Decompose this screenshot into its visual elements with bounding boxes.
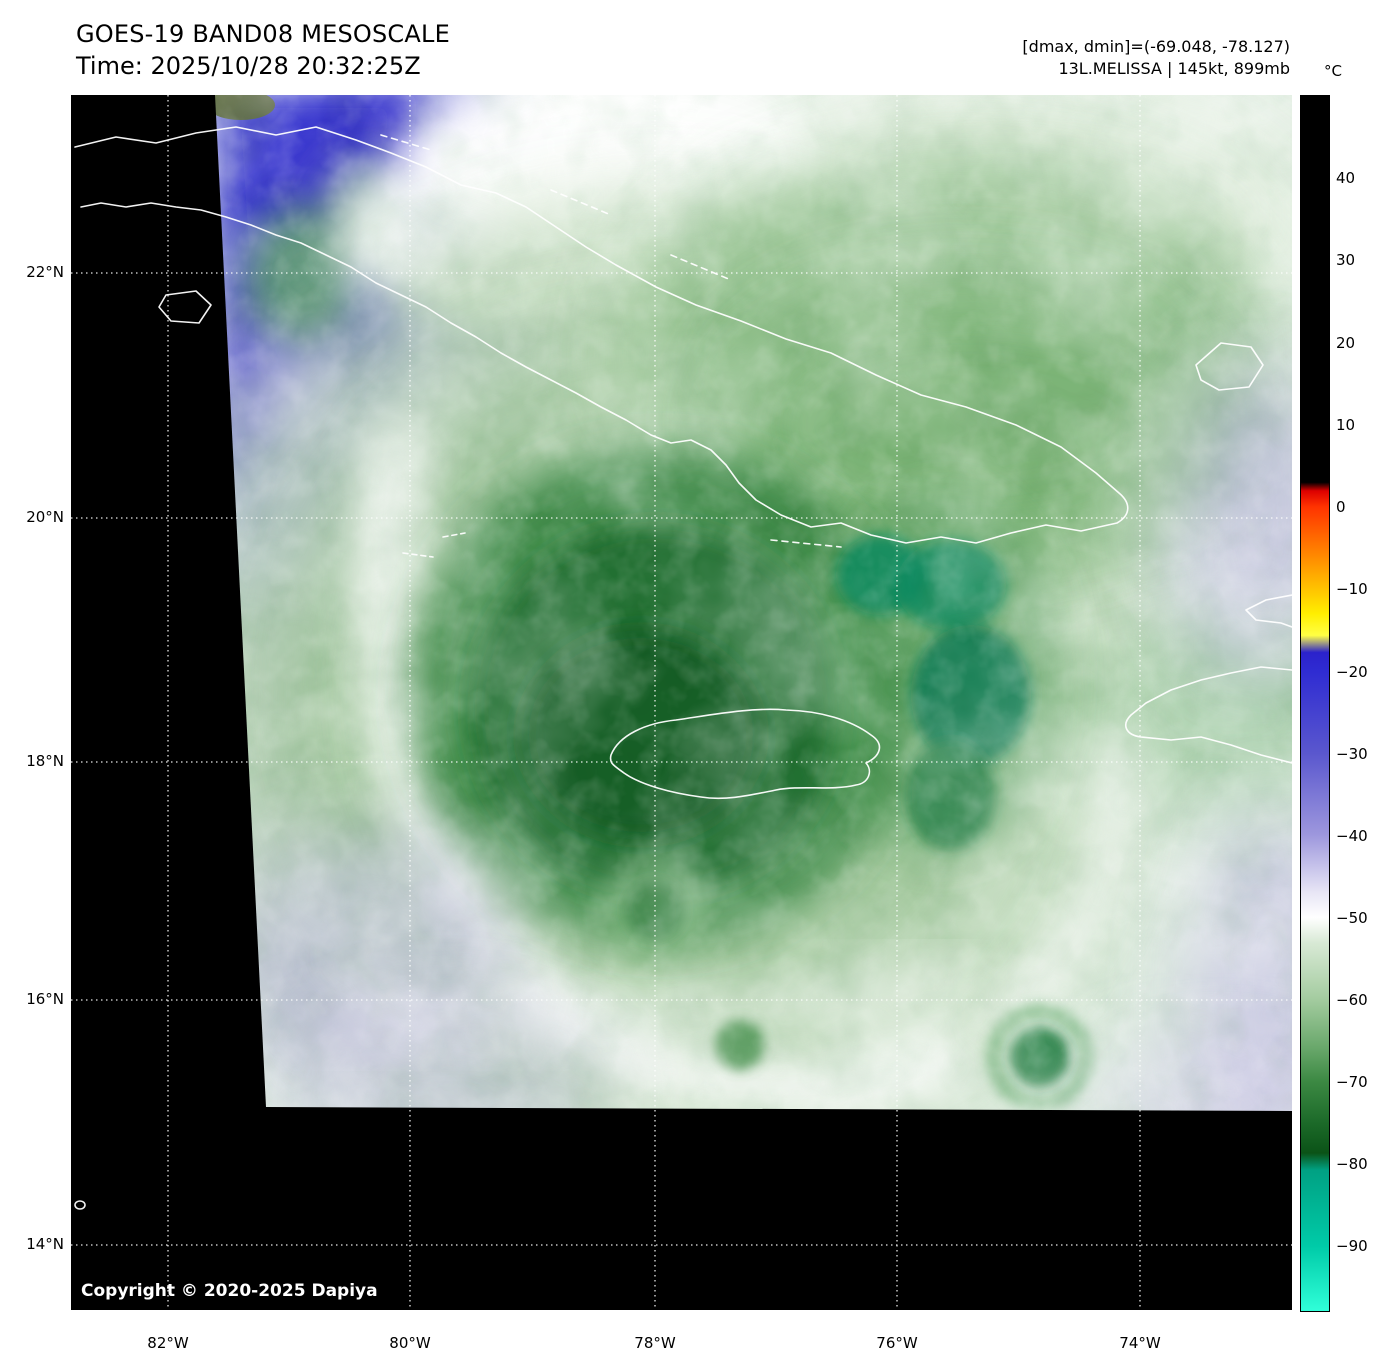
haiti-coastline [1125,666,1292,764]
page-title: GOES-19 BAND08 MESOSCALE [76,20,450,48]
cuba-coastline [74,126,1129,544]
gridlines-layer [71,95,1292,1310]
lat-label-22n: 22°N [26,263,64,281]
lat-label-14n: 14°N [26,1235,64,1253]
colorbar-tick: −20 [1336,663,1368,681]
lon-label-76w: 76°W [876,1334,918,1352]
lon-label-82w: 82°W [147,1334,189,1352]
colorbar-unit: °C [1324,62,1342,80]
lat-label-18n: 18°N [26,752,64,770]
data-sector [215,95,1292,1111]
isla-juventud [158,290,212,324]
lon-label-78w: 78°W [634,1334,676,1352]
data-range: [dmax, dmin]=(-69.048, -78.127) [1022,37,1290,56]
colorbar-tick: −30 [1336,745,1368,763]
colorbar [1300,95,1330,1312]
storm-info: 13L.MELISSA | 145kt, 899mb [1058,59,1290,78]
copyright: Copyright © 2020-2025 Dapiya [81,1281,378,1301]
colorbar-tick: 20 [1336,334,1356,352]
coastlines-layer [74,126,1292,1210]
jamaica-coastline [609,708,881,800]
lat-label-20n: 20°N [26,508,64,526]
colorbar-tick: −80 [1336,1155,1368,1173]
satellite-imagery [71,95,1292,1310]
colorbar-tick: 30 [1336,251,1356,269]
colorbar-tick: 10 [1336,416,1356,434]
colorbar-tick: −10 [1336,580,1368,598]
colorbar-tick: −90 [1336,1237,1368,1255]
colorbar-tick: 0 [1336,498,1346,516]
timestamp: Time: 2025/10/28 20:32:25Z [76,52,421,80]
colorbar-tick: −40 [1336,827,1368,845]
lon-label-80w: 80°W [389,1334,431,1352]
inagua-coastline [1195,342,1264,391]
colorbar-tick: −70 [1336,1073,1368,1091]
lon-label-74w: 74°W [1119,1334,1161,1352]
colorbar-tick: −50 [1336,909,1368,927]
lat-label-16n: 16°N [26,990,64,1008]
satellite-map: Copyright © 2020-2025 Dapiya [71,95,1292,1310]
header-info: [dmax, dmin]=(-69.048, -78.127) 13L.MELI… [1022,36,1290,80]
colorbar-tick: −60 [1336,991,1368,1009]
colorbar-tick: 40 [1336,169,1356,187]
